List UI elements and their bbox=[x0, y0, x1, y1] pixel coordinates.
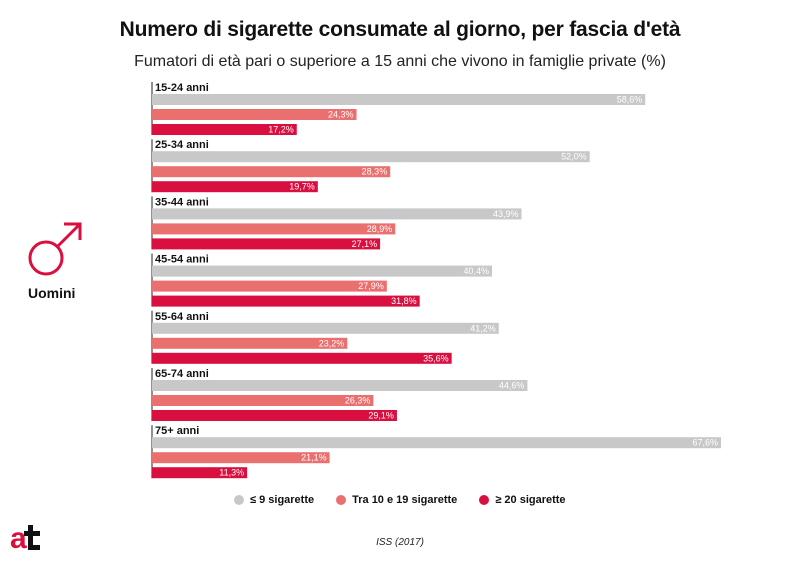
legend-item-heavy: ≥ 20 sigarette bbox=[479, 494, 566, 506]
bar bbox=[152, 109, 357, 120]
svg-text:a: a bbox=[10, 522, 27, 554]
legend-dot-heavy-icon bbox=[479, 495, 490, 505]
legend-item-medium: Tra 10 e 19 sigarette bbox=[336, 494, 457, 506]
bar-value-label: 35,6% bbox=[423, 353, 449, 363]
bar-value-label: 21,1% bbox=[301, 453, 327, 463]
bar-value-label: 41,2% bbox=[470, 323, 496, 333]
bar-value-label: 28,3% bbox=[362, 167, 388, 177]
bar-value-label: 23,2% bbox=[319, 338, 345, 348]
bar bbox=[152, 467, 248, 479]
bar bbox=[152, 437, 721, 449]
bar bbox=[152, 181, 318, 193]
legend-label-heavy: ≥ 20 sigarette bbox=[495, 494, 566, 506]
bar-value-label: 11,3% bbox=[219, 468, 244, 478]
bar-value-label: 40,4% bbox=[464, 266, 490, 276]
category-label: 75+ anni bbox=[155, 425, 199, 437]
bar bbox=[152, 265, 493, 277]
bar bbox=[152, 238, 381, 250]
category-label: 15-24 anni bbox=[155, 82, 209, 94]
category-label: 45-54 anni bbox=[155, 254, 209, 266]
chart-title: Numero di sigarette consumate al giorno,… bbox=[119, 18, 681, 41]
bar-value-label: 17,2% bbox=[268, 125, 294, 135]
bar bbox=[152, 322, 499, 334]
legend-label-medium: Tra 10 e 19 sigarette bbox=[352, 494, 458, 506]
bar bbox=[152, 223, 396, 235]
legend-label-light: ≤ 9 sigarette bbox=[250, 494, 315, 506]
chart-legend: ≤ 9 sigarette Tra 10 e 19 sigarette ≥ 20… bbox=[234, 494, 588, 506]
bar-value-label: 27,9% bbox=[358, 281, 384, 291]
bar-value-label: 58,6% bbox=[617, 95, 643, 105]
category-label: 65-74 anni bbox=[155, 368, 209, 380]
bar-value-label: 24,3% bbox=[328, 110, 354, 120]
legend-item-light: ≤ 9 sigarette bbox=[234, 494, 314, 506]
bar-value-label: 26,3% bbox=[345, 396, 371, 406]
bar-value-label: 31,8% bbox=[391, 296, 417, 306]
bar-value-label: 27,1% bbox=[352, 239, 378, 249]
bar bbox=[152, 280, 387, 292]
bar-value-label: 43,9% bbox=[493, 209, 519, 219]
bar bbox=[152, 337, 348, 349]
bar-value-label: 29,1% bbox=[368, 411, 394, 421]
bar-value-label: 52,0% bbox=[561, 152, 587, 162]
bar bbox=[152, 295, 420, 307]
category-label: 35-44 anni bbox=[155, 196, 209, 208]
group-label: Uomini bbox=[28, 285, 76, 301]
brand-logo-icon: a bbox=[10, 522, 40, 554]
bar-value-label: 28,9% bbox=[367, 224, 393, 234]
legend-dot-light-icon bbox=[234, 495, 244, 505]
bar bbox=[152, 452, 330, 464]
source-note: ISS (2017) bbox=[376, 537, 424, 548]
bar bbox=[152, 151, 590, 163]
bar-value-label: 44,6% bbox=[499, 381, 525, 391]
legend-dot-medium-icon bbox=[336, 495, 347, 505]
category-label: 25-34 anni bbox=[155, 139, 209, 151]
bar bbox=[152, 124, 297, 135]
bar bbox=[152, 208, 522, 220]
bar bbox=[152, 410, 397, 421]
bar bbox=[152, 94, 646, 105]
bar bbox=[152, 380, 528, 391]
chart-subtitle: Fumatori di età pari o superiore a 15 an… bbox=[134, 53, 666, 70]
male-symbol-icon bbox=[28, 222, 82, 276]
bar bbox=[152, 352, 452, 364]
bar-value-label: 19,7% bbox=[289, 182, 315, 192]
category-label: 55-64 anni bbox=[155, 311, 209, 323]
bar bbox=[152, 395, 374, 406]
bar bbox=[152, 166, 391, 178]
bar-value-label: 67,6% bbox=[692, 438, 718, 448]
